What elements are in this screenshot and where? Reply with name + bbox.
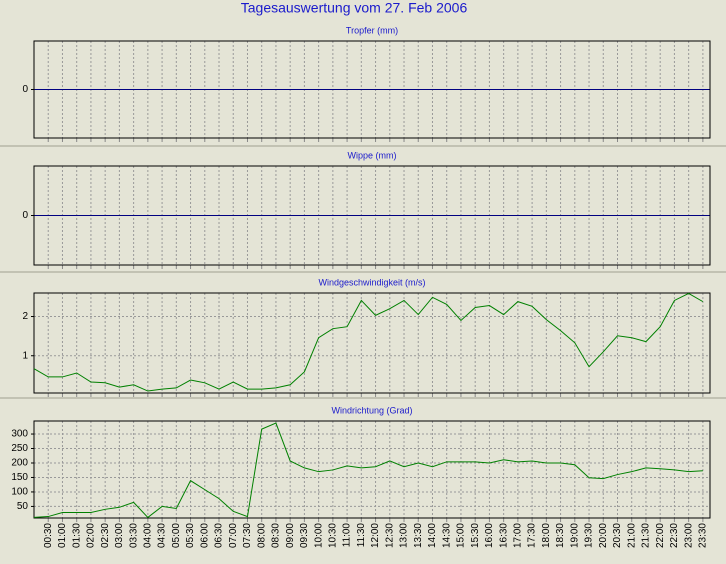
panel-title: Windgeschwindigkeit (m/s) — [318, 277, 425, 287]
x-tick-label: 11:30 — [356, 523, 367, 548]
plot-frame — [33, 40, 711, 139]
panel-title: Wippe (mm) — [348, 150, 397, 160]
x-tick-label: 15:30 — [470, 523, 481, 548]
x-tick-label: 17:00 — [513, 523, 524, 548]
data-line — [33, 422, 703, 519]
x-tick-label: 12:00 — [370, 523, 381, 548]
x-tick-label: 05:00 — [171, 523, 182, 548]
x-tick-label: 10:30 — [328, 523, 339, 548]
plot-frame — [33, 292, 711, 394]
x-tick-label: 04:30 — [157, 523, 168, 548]
x-tick-label: 03:00 — [114, 523, 125, 548]
y-tick-label: 150 — [11, 472, 28, 483]
x-tick-label: 08:30 — [271, 523, 282, 548]
x-tick-label: 18:30 — [555, 523, 566, 548]
x-tick-label: 07:30 — [242, 523, 253, 548]
x-tick-label: 23:30 — [698, 523, 709, 548]
x-tick-label: 01:00 — [57, 523, 68, 548]
y-tick-label: 0 — [22, 210, 28, 221]
x-tick-label: 16:30 — [498, 523, 509, 548]
y-tick-label: 250 — [11, 443, 28, 454]
plot-area — [34, 293, 710, 393]
data-line — [33, 292, 704, 392]
x-tick-label: 18:00 — [541, 523, 552, 548]
x-tick-label: 23:00 — [683, 523, 694, 548]
y-tick-label: 2 — [22, 311, 28, 322]
x-tick-label: 06:30 — [214, 523, 225, 548]
page-title: Tagesauswertung vom 27. Feb 2006 — [241, 0, 468, 16]
x-tick-label: 13:00 — [399, 523, 410, 548]
x-tick-label: 08:00 — [256, 523, 267, 548]
x-tick-label: 09:30 — [299, 523, 310, 548]
x-tick-label: 20:30 — [612, 523, 623, 548]
y-tick-label: 200 — [11, 458, 28, 469]
x-tick-label: 19:30 — [584, 523, 595, 548]
x-tick-label: 21:30 — [641, 523, 652, 548]
x-tick-label: 06:00 — [199, 523, 210, 548]
x-tick-label: 00:30 — [43, 523, 54, 548]
x-tick-label: 13:30 — [413, 523, 424, 548]
x-tick-label: 07:00 — [228, 523, 239, 548]
x-tick-label: 02:30 — [100, 523, 111, 548]
y-tick-label: 1 — [22, 350, 28, 361]
panel-title: Windrichtung (Grad) — [331, 405, 412, 415]
x-tick-label: 14:00 — [427, 523, 438, 548]
x-tick-label: 03:30 — [128, 523, 139, 548]
x-tick-label: 04:00 — [142, 523, 153, 548]
y-tick-label: 0 — [22, 84, 28, 95]
x-tick-label: 20:00 — [598, 523, 609, 548]
x-tick-label: 09:00 — [285, 523, 296, 548]
x-tick-label: 14:30 — [441, 523, 452, 548]
y-tick-label: 100 — [11, 487, 28, 498]
x-tick-label: 19:00 — [569, 523, 580, 548]
y-tick-label: 50 — [17, 501, 29, 512]
x-tick-label: 05:30 — [185, 523, 196, 548]
x-tick-label: 17:30 — [527, 523, 538, 548]
x-tick-label: 02:00 — [86, 523, 97, 548]
x-tick-label: 21:00 — [626, 523, 637, 548]
x-tick-label: 15:00 — [456, 523, 467, 548]
x-tick-label: 22:30 — [669, 523, 680, 548]
x-tick-label: 01:30 — [71, 523, 82, 548]
x-tick-label: 10:00 — [313, 523, 324, 548]
plot-frame — [33, 165, 711, 266]
x-tick-label: 22:00 — [655, 523, 666, 548]
plot-frame — [33, 420, 711, 519]
x-tick-label: 11:00 — [342, 523, 353, 548]
x-tick-label: 12:30 — [384, 523, 395, 548]
panel-title: Tropfer (mm) — [346, 25, 398, 35]
x-tick-label: 16:00 — [484, 523, 495, 548]
plot-area — [34, 421, 710, 518]
y-tick-label: 300 — [11, 429, 28, 440]
